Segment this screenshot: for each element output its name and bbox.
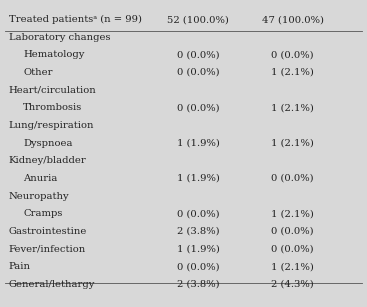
Text: General/lethargy: General/lethargy (9, 280, 95, 289)
Text: Fever/infection: Fever/infection (9, 244, 86, 254)
Text: 1 (1.9%): 1 (1.9%) (177, 174, 219, 183)
Text: 2 (3.8%): 2 (3.8%) (177, 227, 219, 236)
Text: 1 (2.1%): 1 (2.1%) (271, 68, 314, 77)
Text: Hematology: Hematology (23, 50, 85, 59)
Text: 1 (2.1%): 1 (2.1%) (271, 209, 314, 218)
Text: Anuria: Anuria (23, 174, 58, 183)
Text: 1 (1.9%): 1 (1.9%) (177, 138, 219, 148)
Text: Cramps: Cramps (23, 209, 63, 218)
Text: Kidney/bladder: Kidney/bladder (9, 156, 86, 165)
Text: 0 (0.0%): 0 (0.0%) (272, 244, 314, 254)
Text: Treated patientsᵃ (n = 99): Treated patientsᵃ (n = 99) (9, 15, 142, 24)
Text: 52 (100.0%): 52 (100.0%) (167, 15, 229, 24)
Text: Laboratory changes: Laboratory changes (9, 33, 110, 42)
Text: 0 (0.0%): 0 (0.0%) (272, 227, 314, 236)
Text: Lung/respiration: Lung/respiration (9, 121, 94, 130)
Text: Pain: Pain (9, 262, 31, 271)
Text: 1 (1.9%): 1 (1.9%) (177, 244, 219, 254)
Text: 0 (0.0%): 0 (0.0%) (272, 50, 314, 59)
Text: Neuropathy: Neuropathy (9, 192, 69, 200)
Text: 1 (2.1%): 1 (2.1%) (271, 262, 314, 271)
Text: 47 (100.0%): 47 (100.0%) (262, 15, 324, 24)
Text: 0 (0.0%): 0 (0.0%) (177, 262, 219, 271)
Text: Gastrointestine: Gastrointestine (9, 227, 87, 236)
Text: 0 (0.0%): 0 (0.0%) (177, 50, 219, 59)
Text: 0 (0.0%): 0 (0.0%) (177, 209, 219, 218)
Text: 2 (3.8%): 2 (3.8%) (177, 280, 219, 289)
Text: 0 (0.0%): 0 (0.0%) (272, 174, 314, 183)
Text: Heart/circulation: Heart/circulation (9, 86, 97, 95)
Text: Dyspnoea: Dyspnoea (23, 138, 73, 148)
Text: 0 (0.0%): 0 (0.0%) (177, 103, 219, 112)
Text: 1 (2.1%): 1 (2.1%) (271, 103, 314, 112)
Text: 1 (2.1%): 1 (2.1%) (271, 138, 314, 148)
Text: Thrombosis: Thrombosis (23, 103, 83, 112)
Text: 0 (0.0%): 0 (0.0%) (177, 68, 219, 77)
Text: Other: Other (23, 68, 53, 77)
Text: 2 (4.3%): 2 (4.3%) (271, 280, 314, 289)
